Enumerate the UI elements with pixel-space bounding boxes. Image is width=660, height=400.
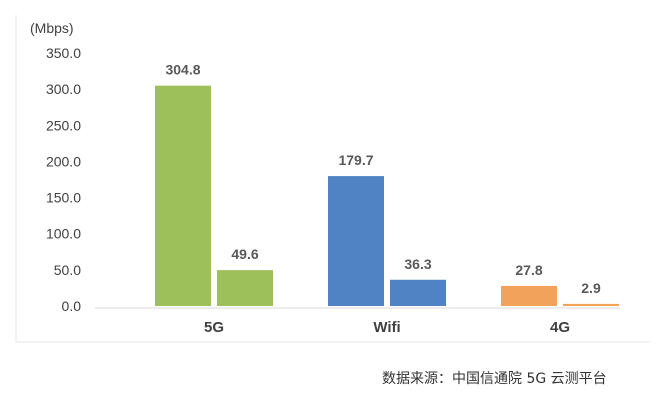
y-axis-unit-label: (Mbps) — [30, 20, 74, 36]
bar-4g-2 — [563, 303, 619, 306]
x-tick-label: Wifi — [373, 319, 400, 336]
y-tick-label: 250.0 — [46, 117, 81, 133]
data-label: 2.9 — [581, 280, 601, 296]
data-label: 36.3 — [404, 256, 431, 272]
data-label: 304.8 — [165, 62, 200, 78]
data-labels: 304.8 49.6 179.7 36.3 27.8 2.9 — [165, 62, 600, 296]
y-tick-label: 150.0 — [46, 190, 81, 206]
bar-4g-1 — [501, 285, 557, 306]
x-axis-labels: 5G Wifi 4G — [204, 319, 570, 336]
bar-wifi-1 — [328, 176, 384, 306]
y-tick-label: 300.0 — [46, 81, 81, 97]
data-source-note: 数据来源：中国信通院 5G 云测平台 — [382, 371, 607, 387]
data-label: 179.7 — [338, 152, 373, 168]
x-tick-label: 4G — [550, 319, 570, 336]
data-label: 27.8 — [515, 262, 542, 278]
y-tick-label: 50.0 — [54, 262, 81, 278]
bar-5g-2 — [217, 270, 273, 306]
bar-wifi-2 — [390, 279, 446, 306]
x-tick-label: 5G — [204, 319, 224, 336]
bars — [155, 85, 619, 306]
data-label: 49.6 — [231, 246, 258, 262]
y-tick-label: 200.0 — [46, 153, 81, 169]
y-axis-ticks: 0.0 50.0 100.0 150.0 200.0 250.0 300.0 350.0 — [46, 45, 81, 314]
y-tick-label: 350.0 — [46, 45, 81, 61]
y-tick-label: 0.0 — [62, 298, 82, 314]
bar-5g-1 — [155, 85, 211, 306]
y-tick-label: 100.0 — [46, 226, 81, 242]
